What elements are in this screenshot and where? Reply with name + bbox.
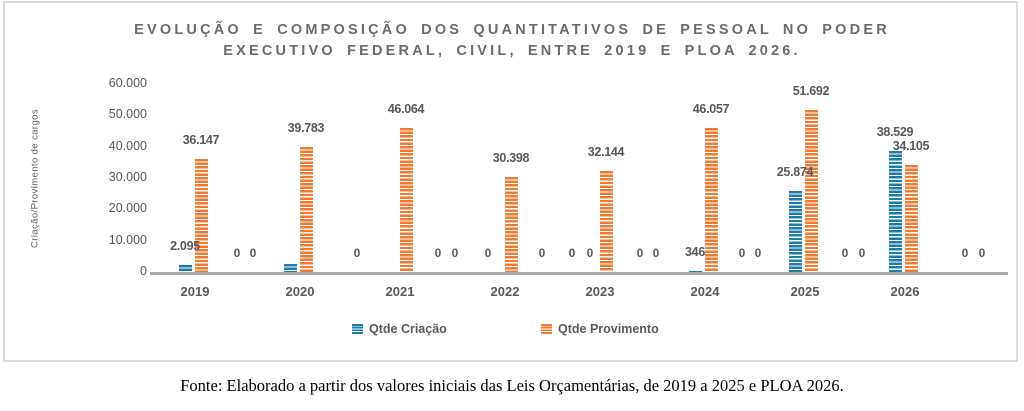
data-label-provimento-2025: 51.692 bbox=[792, 84, 830, 99]
y-axis-tick-label: 60.000 bbox=[108, 76, 147, 90]
x-axis-label-2022: 2022 bbox=[490, 284, 520, 299]
x-axis-line bbox=[150, 272, 1008, 275]
zero-data-label: 0 bbox=[586, 246, 594, 260]
zero-data-label: 0 bbox=[841, 246, 849, 260]
data-label-provimento-2022: 30.398 bbox=[492, 150, 530, 165]
zero-data-label: 0 bbox=[978, 246, 986, 260]
zero-data-label: 0 bbox=[652, 246, 660, 260]
y-axis-tick-label: 30.000 bbox=[108, 170, 147, 184]
bar-provimento-2019 bbox=[194, 158, 208, 272]
chart-title-line-1: EVOLUÇÃO E COMPOSIÇÃO DOS QUANTITATIVOS … bbox=[134, 22, 890, 38]
x-axis-label-2021: 2021 bbox=[385, 284, 415, 299]
source-caption: Fonte: Elaborado a partir dos valores in… bbox=[180, 376, 844, 395]
legend-label-provimento: Qtde Provimento bbox=[558, 322, 659, 336]
bar-criacao-2025 bbox=[788, 190, 802, 272]
bar-provimento-2025 bbox=[804, 110, 818, 272]
data-label-provimento-2020: 39.783 bbox=[287, 121, 325, 136]
bar-criacao-2019 bbox=[178, 265, 192, 272]
y-axis-title: Criação/Provimento de cargos bbox=[29, 109, 41, 248]
data-label-criacao-2025: 25.874 bbox=[776, 164, 814, 179]
zero-data-label: 0 bbox=[434, 246, 442, 260]
bar-provimento-2022 bbox=[504, 176, 518, 272]
x-axis-label-2024: 2024 bbox=[690, 284, 720, 299]
bar-provimento-2023 bbox=[599, 171, 613, 272]
data-label-provimento-2019: 36.147 bbox=[182, 132, 220, 147]
legend-label-criacao: Qtde Criação bbox=[369, 322, 447, 336]
bar-criacao-2024 bbox=[688, 270, 702, 272]
bar-criacao-2026 bbox=[888, 151, 902, 272]
criacao-swatch-icon bbox=[352, 324, 363, 334]
zero-data-label: 0 bbox=[961, 246, 969, 260]
bar-provimento-2026 bbox=[904, 165, 918, 272]
y-axis-tick-label: 40.000 bbox=[108, 138, 147, 153]
zero-data-label: 0 bbox=[538, 246, 546, 260]
bar-provimento-2024 bbox=[704, 127, 718, 272]
bar-provimento-2021 bbox=[399, 127, 413, 272]
x-axis-label-2020: 2020 bbox=[285, 284, 315, 299]
data-label-criacao-2019: 2.095 bbox=[170, 239, 200, 254]
bar-criacao-2020 bbox=[283, 264, 297, 272]
zero-data-label: 0 bbox=[738, 246, 746, 260]
data-label-provimento-2024: 46.057 bbox=[692, 101, 730, 116]
data-label-provimento-2021: 46.064 bbox=[387, 101, 425, 116]
x-axis-label-2023: 2023 bbox=[585, 284, 615, 299]
zero-data-label: 0 bbox=[353, 246, 361, 260]
data-label-provimento-2023: 32.144 bbox=[587, 145, 625, 160]
x-axis-label-2025: 2025 bbox=[790, 284, 820, 299]
y-axis-tick-label: 10.000 bbox=[108, 232, 147, 247]
zero-data-label: 0 bbox=[636, 246, 644, 260]
zero-data-label: 0 bbox=[754, 246, 762, 260]
zero-data-label: 0 bbox=[568, 246, 576, 260]
x-axis-label-2019: 2019 bbox=[180, 284, 210, 299]
data-label-provimento-2026: 34.105 bbox=[892, 139, 930, 154]
y-axis-tick-label: 50.000 bbox=[108, 107, 147, 122]
x-axis-label-2026: 2026 bbox=[890, 284, 920, 299]
zero-data-label: 0 bbox=[249, 246, 257, 260]
legend-item-provimento: Qtde Provimento bbox=[541, 322, 659, 336]
chart-title-line-2: EXECUTIVO FEDERAL, CIVIL, ENTRE 2019 E P… bbox=[223, 43, 801, 59]
zero-data-label: 0 bbox=[233, 246, 241, 260]
zero-data-label: 0 bbox=[858, 246, 866, 260]
legend-item-criacao: Qtde Criação bbox=[352, 322, 447, 336]
y-axis-tick-label: 0 bbox=[140, 264, 147, 278]
y-axis-tick-label: 20.000 bbox=[108, 201, 147, 216]
zero-data-label: 0 bbox=[484, 246, 492, 260]
data-label-criacao-2026: 38.529 bbox=[876, 125, 914, 140]
data-label-criacao-2024: 346 bbox=[685, 244, 705, 259]
zero-data-label: 0 bbox=[451, 246, 459, 260]
bar-provimento-2020 bbox=[299, 147, 313, 272]
provimento-swatch-icon bbox=[541, 324, 552, 334]
